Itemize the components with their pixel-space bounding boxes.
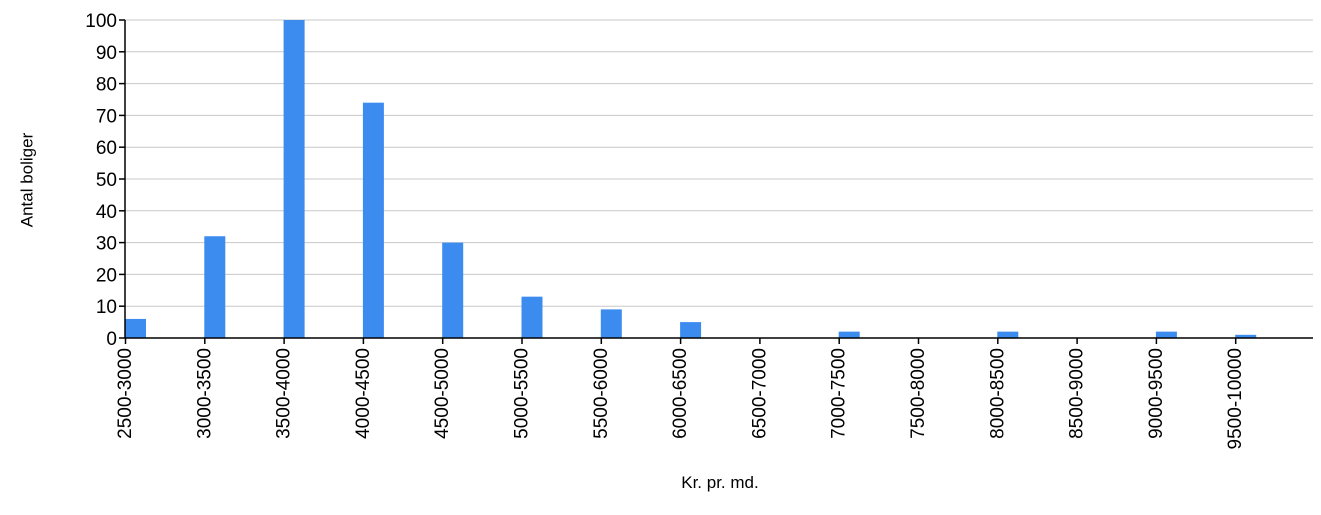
x-ticks: 2500-3000 3000-3500 3500-4000 4000-4500 4500… [115, 338, 1246, 449]
y-tick-label: 30 [96, 234, 117, 255]
bar [997, 332, 1018, 338]
x-tick-label: 3000-3500 [194, 348, 215, 439]
bar [363, 103, 384, 338]
y-tick-label: 100 [85, 11, 117, 32]
x-tick-label: 9000-9500 [1146, 348, 1167, 439]
y-tick-label: 70 [96, 106, 117, 127]
bar [442, 243, 463, 338]
bar [522, 297, 543, 338]
y-tick-label: 50 [96, 170, 117, 191]
y-ticks: 0 10 20 30 40 50 60 70 80 90 100 [85, 11, 125, 350]
x-axis-title: Kr. pr. md. [681, 473, 758, 492]
x-tick-label: 8500-9000 [1067, 348, 1088, 439]
x-tick-label: 7500-8000 [908, 348, 929, 439]
x-tick-label: 3500-4000 [274, 348, 295, 439]
x-tick-label: 5000-5500 [512, 348, 533, 439]
x-tick-label: 6000-6500 [670, 348, 691, 439]
bar [680, 322, 701, 338]
x-tick-label: 7000-7500 [829, 348, 850, 439]
bar [125, 319, 146, 338]
x-tick-label: 6500-7000 [749, 348, 770, 439]
y-tick-label: 40 [96, 202, 117, 223]
x-tick-label: 4500-5000 [432, 348, 453, 439]
y-tick-label: 0 [106, 329, 117, 350]
y-tick-label: 10 [96, 297, 117, 318]
x-tick-label: 5500-6000 [591, 348, 612, 439]
y-tick-label: 80 [96, 75, 117, 96]
bar [601, 309, 622, 338]
y-axis-title: Antal boliger [18, 132, 37, 227]
x-tick-label: 4000-4500 [353, 348, 374, 439]
bar [284, 20, 305, 338]
x-tick-label: 9500-10000 [1225, 348, 1246, 449]
bar [839, 332, 860, 338]
y-tick-label: 90 [96, 43, 117, 64]
bar [1156, 332, 1177, 338]
y-tick-label: 60 [96, 138, 117, 159]
bar [204, 236, 225, 338]
y-tick-label: 20 [96, 265, 117, 286]
x-tick-label: 8000-8500 [987, 348, 1008, 439]
x-tick-label: 2500-3000 [115, 348, 136, 439]
